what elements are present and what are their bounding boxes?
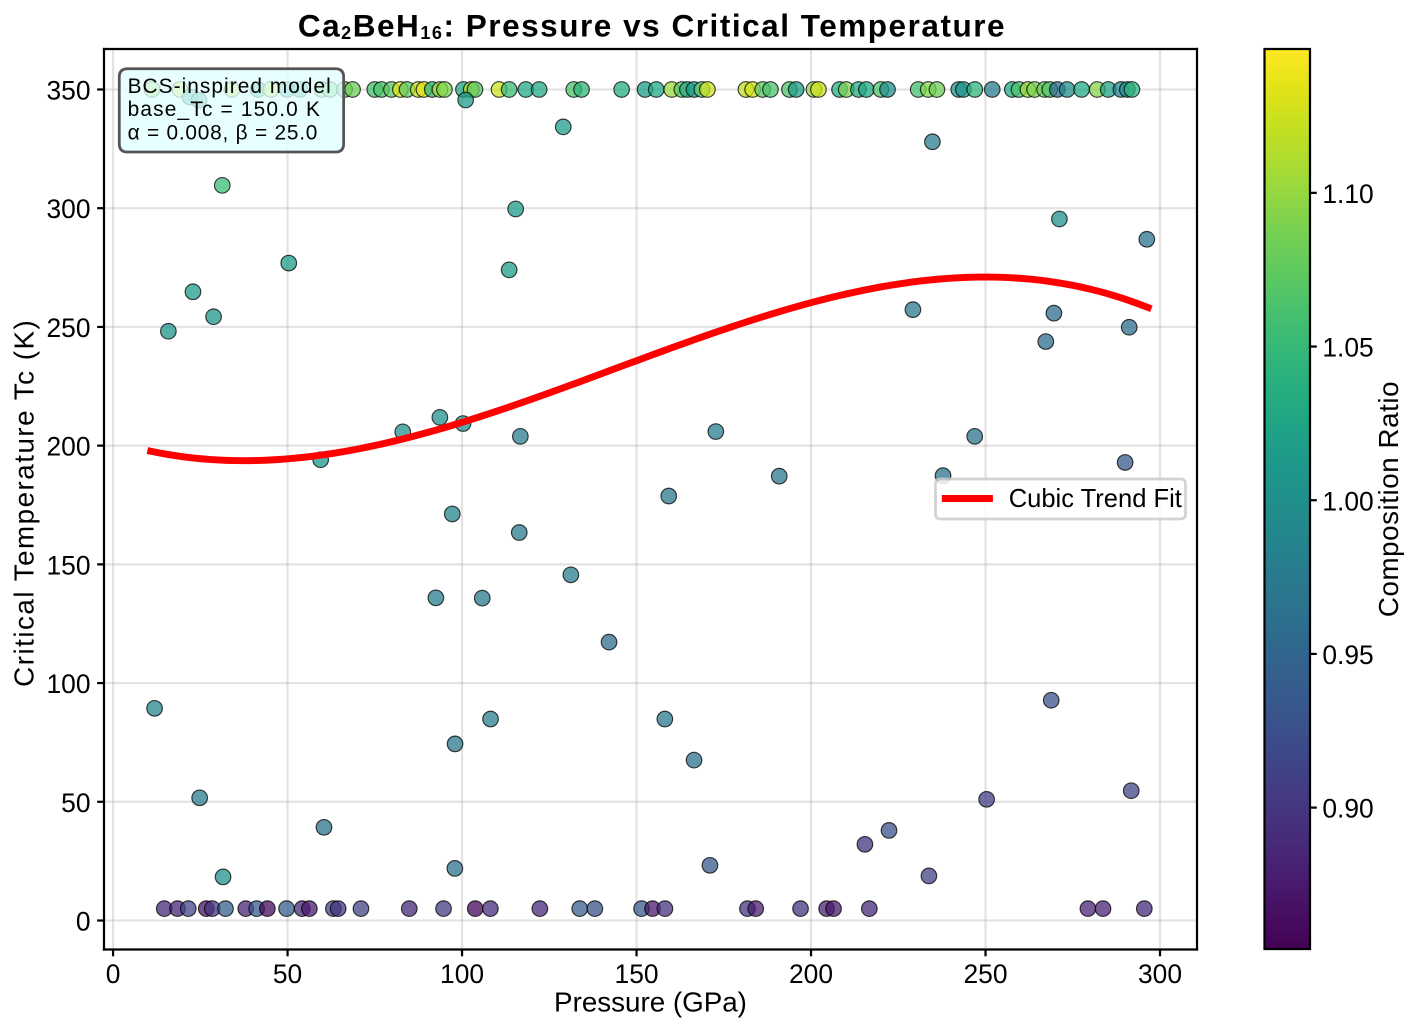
svg-text:1.10: 1.10 — [1322, 179, 1373, 209]
svg-text:200: 200 — [47, 432, 91, 462]
svg-text:100: 100 — [47, 669, 91, 699]
svg-text:0: 0 — [76, 907, 91, 937]
svg-text:350: 350 — [47, 76, 91, 106]
svg-text:200: 200 — [789, 959, 833, 989]
svg-text:BCS-inspired model: BCS-inspired model — [128, 75, 332, 98]
svg-text:300: 300 — [1138, 959, 1182, 989]
svg-text:base_Tc = 150.0 K: base_Tc = 150.0 K — [128, 98, 321, 121]
svg-text:300: 300 — [47, 194, 91, 224]
svg-text:150: 150 — [47, 550, 91, 580]
svg-text:1.05: 1.05 — [1322, 333, 1373, 363]
svg-text:Composition Ratio: Composition Ratio — [1373, 381, 1404, 617]
svg-text:50: 50 — [61, 788, 90, 818]
svg-text:0: 0 — [106, 959, 121, 989]
svg-text:150: 150 — [615, 959, 659, 989]
svg-text:Ca2BeH16: Pressure vs Critical: Ca2BeH16: Pressure vs Critical Temperatu… — [298, 8, 1006, 44]
svg-text:Pressure (GPa): Pressure (GPa) — [554, 987, 747, 1018]
svg-text:1.00: 1.00 — [1322, 486, 1373, 516]
svg-text:250: 250 — [47, 313, 91, 343]
svg-text:0.90: 0.90 — [1322, 794, 1373, 824]
svg-text:250: 250 — [964, 959, 1008, 989]
svg-text:50: 50 — [273, 959, 302, 989]
svg-text:Cubic Trend Fit: Cubic Trend Fit — [1009, 485, 1182, 513]
svg-text:Critical Temperature Tc (K): Critical Temperature Tc (K) — [8, 319, 39, 687]
svg-text:α = 0.008, β = 25.0: α = 0.008, β = 25.0 — [128, 121, 319, 144]
svg-text:0.95: 0.95 — [1322, 640, 1373, 670]
svg-text:100: 100 — [440, 959, 484, 989]
